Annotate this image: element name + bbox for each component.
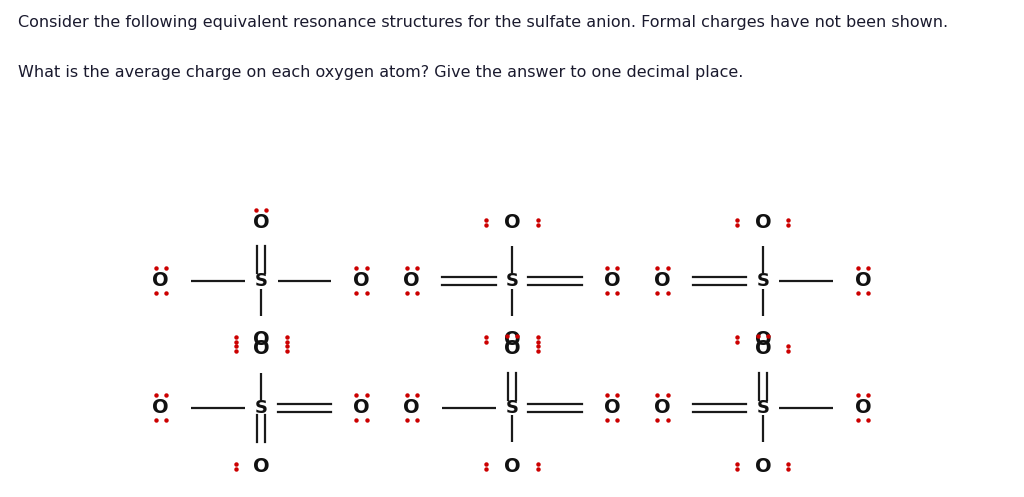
Text: O: O xyxy=(253,330,269,349)
Text: S: S xyxy=(506,272,518,290)
Text: O: O xyxy=(253,339,269,358)
Text: O: O xyxy=(153,271,169,290)
Text: O: O xyxy=(755,213,771,232)
Text: O: O xyxy=(403,271,420,290)
Text: S: S xyxy=(255,399,267,416)
Text: O: O xyxy=(654,398,671,417)
Text: O: O xyxy=(504,213,520,232)
Text: O: O xyxy=(654,271,671,290)
Text: O: O xyxy=(604,271,621,290)
Text: O: O xyxy=(755,339,771,358)
Text: O: O xyxy=(504,339,520,358)
Text: O: O xyxy=(403,398,420,417)
Text: S: S xyxy=(757,272,769,290)
Text: O: O xyxy=(253,457,269,476)
Text: O: O xyxy=(153,398,169,417)
Text: O: O xyxy=(504,330,520,349)
Text: O: O xyxy=(855,271,871,290)
Text: S: S xyxy=(757,399,769,416)
Text: O: O xyxy=(604,398,621,417)
Text: O: O xyxy=(253,213,269,232)
Text: Consider the following equivalent resonance structures for the sulfate anion. Fo: Consider the following equivalent resona… xyxy=(18,15,948,30)
Text: O: O xyxy=(855,398,871,417)
Text: O: O xyxy=(504,457,520,476)
Text: O: O xyxy=(353,271,370,290)
Text: O: O xyxy=(353,398,370,417)
Text: S: S xyxy=(255,272,267,290)
Text: O: O xyxy=(755,330,771,349)
Text: What is the average charge on each oxygen atom? Give the answer to one decimal p: What is the average charge on each oxyge… xyxy=(18,65,743,80)
Text: S: S xyxy=(506,399,518,416)
Text: O: O xyxy=(755,457,771,476)
